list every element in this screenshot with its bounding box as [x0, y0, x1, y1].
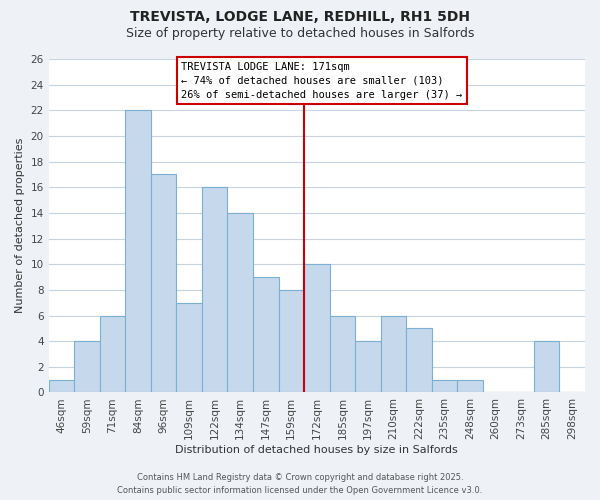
Bar [227, 213, 253, 392]
X-axis label: Distribution of detached houses by size in Salfords: Distribution of detached houses by size … [175, 445, 458, 455]
Bar [125, 110, 151, 392]
Bar [355, 341, 380, 392]
Bar [176, 302, 202, 392]
Bar [380, 316, 406, 392]
Bar [49, 380, 74, 392]
Text: Contains HM Land Registry data © Crown copyright and database right 2025.
Contai: Contains HM Land Registry data © Crown c… [118, 473, 482, 495]
Y-axis label: Number of detached properties: Number of detached properties [15, 138, 25, 314]
Bar [100, 316, 125, 392]
Bar [432, 380, 457, 392]
Bar [329, 316, 355, 392]
Bar [457, 380, 483, 392]
Bar [253, 277, 278, 392]
Bar [151, 174, 176, 392]
Bar [406, 328, 432, 392]
Text: Size of property relative to detached houses in Salfords: Size of property relative to detached ho… [126, 28, 474, 40]
Text: TREVISTA, LODGE LANE, REDHILL, RH1 5DH: TREVISTA, LODGE LANE, REDHILL, RH1 5DH [130, 10, 470, 24]
Bar [278, 290, 304, 392]
Bar [304, 264, 329, 392]
Bar [202, 188, 227, 392]
Bar [74, 341, 100, 392]
Text: TREVISTA LODGE LANE: 171sqm
← 74% of detached houses are smaller (103)
26% of se: TREVISTA LODGE LANE: 171sqm ← 74% of det… [181, 62, 463, 100]
Bar [534, 341, 559, 392]
